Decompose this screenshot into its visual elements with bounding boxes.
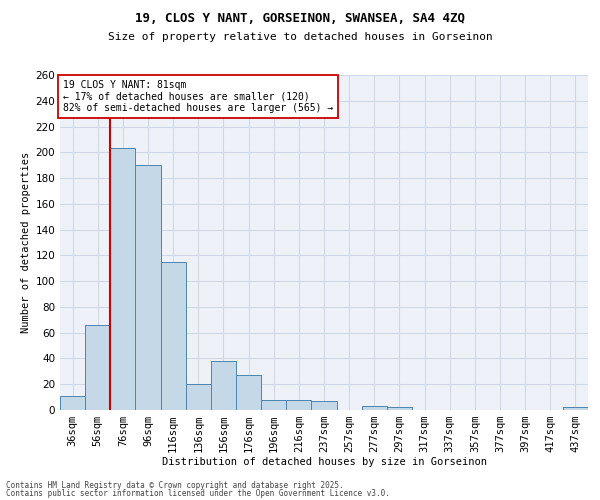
Bar (286, 400, 311, 410)
Text: 19 CLOS Y NANT: 81sqm
← 17% of detached houses are smaller (120)
82% of semi-det: 19 CLOS Y NANT: 81sqm ← 17% of detached … (62, 80, 333, 113)
Text: 19, CLOS Y NANT, GORSEINON, SWANSEA, SA4 4ZQ: 19, CLOS Y NANT, GORSEINON, SWANSEA, SA4… (135, 12, 465, 26)
X-axis label: Distribution of detached houses by size in Gorseinon: Distribution of detached houses by size … (161, 456, 487, 466)
Bar (236, 375, 261, 410)
Bar (362, 406, 387, 410)
Bar (211, 361, 236, 410)
Bar (60, 396, 85, 410)
Bar (311, 401, 337, 410)
Bar (387, 408, 412, 410)
Text: Size of property relative to detached houses in Gorseinon: Size of property relative to detached ho… (107, 32, 493, 42)
Bar (85, 325, 110, 410)
Text: Contains HM Land Registry data © Crown copyright and database right 2025.: Contains HM Land Registry data © Crown c… (6, 480, 344, 490)
Bar (110, 148, 136, 410)
Y-axis label: Number of detached properties: Number of detached properties (21, 152, 31, 333)
Bar (186, 384, 211, 410)
Bar (261, 400, 286, 410)
Bar (136, 165, 161, 410)
Text: Contains public sector information licensed under the Open Government Licence v3: Contains public sector information licen… (6, 489, 390, 498)
Bar (563, 408, 588, 410)
Bar (161, 262, 186, 410)
